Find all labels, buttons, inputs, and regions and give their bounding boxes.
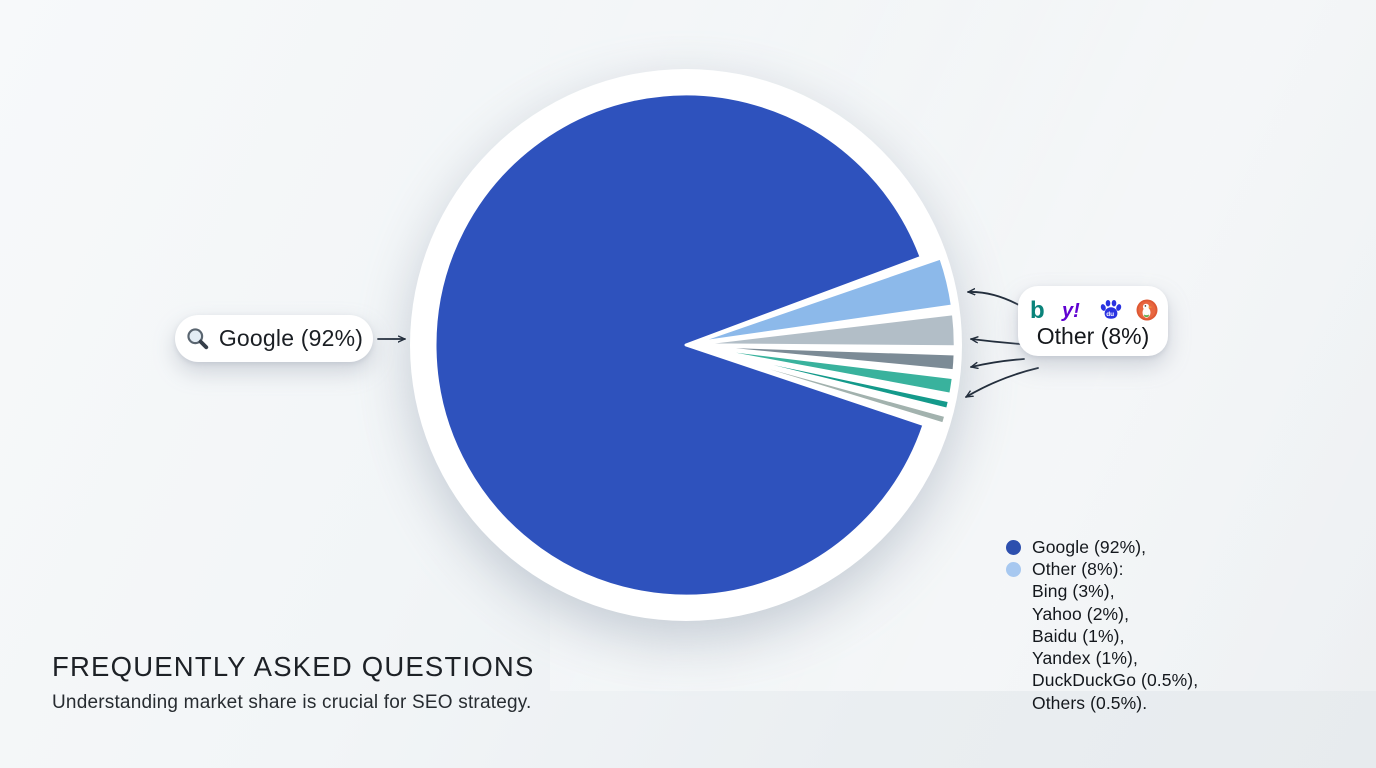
legend-dot [1006, 561, 1021, 577]
arrow-to-teal-slices [970, 358, 1025, 367]
pie-slice-baidu [694, 344, 957, 372]
footer-title: FREQUENTLY ASKED QUESTIONS [52, 651, 535, 682]
pie-slice-google [433, 92, 926, 598]
legend-label: Yandex (1%), [1032, 648, 1138, 669]
legend-label: Other (8%): [1032, 558, 1124, 579]
legend-item: Others (0.5%). [1006, 692, 1198, 714]
pie-slice-yahoo [694, 312, 957, 348]
other-callout-label: Other (8%) [1036, 323, 1150, 349]
legend-item: Baidu (1%), [1006, 625, 1198, 647]
legend-label: Yahoo (2%), [1032, 603, 1130, 624]
search-engine-icon-row: b y! du [1027, 298, 1159, 322]
google-callout: Google (92%) [175, 315, 373, 362]
legend-label: DuckDuckGo (0.5%), [1032, 670, 1199, 691]
svg-text:b: b [1030, 298, 1045, 322]
legend-label: Google (92%), [1032, 536, 1147, 557]
legend-item: Yandex (1%), [1006, 647, 1198, 669]
legend-item: Other (8%): [1006, 558, 1198, 580]
pie-slice-duckduckgo [694, 345, 951, 411]
legend-dot [1006, 539, 1021, 555]
search-icon [187, 327, 209, 349]
svg-text:du: du [1106, 311, 1114, 318]
google-callout-label: Google (92%) [218, 325, 364, 351]
pie-slices [433, 92, 957, 598]
legend-label: Bing (3%), [1032, 581, 1115, 602]
legend-label: Others (0.5%). [1032, 692, 1148, 713]
arrow-to-bottom-slice [965, 367, 1039, 398]
legend-item: Yahoo (2%), [1006, 603, 1198, 625]
legend-label: Baidu (1%), [1032, 625, 1125, 646]
legend-item: Bing (3%), [1006, 581, 1198, 603]
pie-slice-others [694, 346, 947, 425]
duckduckgo-icon [1136, 299, 1158, 321]
pie-slice-bing [694, 257, 954, 344]
yahoo-icon: y! [1061, 300, 1080, 322]
arrow-to-gray-slices [970, 339, 1021, 345]
legend-item: DuckDuckGo (0.5%), [1006, 670, 1198, 692]
svg-text:y!: y! [1061, 300, 1080, 322]
footer: FREQUENTLY ASKED QUESTIONS Understanding… [52, 650, 535, 714]
footer-subtitle: Understanding market share is crucial fo… [52, 692, 532, 713]
chart-legend: Google (92%), Other (8%): Bing (3%), Yahoo … [1006, 536, 1198, 714]
pie-slice-yandex [694, 345, 955, 396]
other-callout: b y! du [1018, 286, 1168, 356]
legend-item: Google (92%), [1006, 536, 1198, 558]
bing-icon: b [1030, 298, 1045, 322]
baidu-icon: du [1100, 300, 1122, 319]
